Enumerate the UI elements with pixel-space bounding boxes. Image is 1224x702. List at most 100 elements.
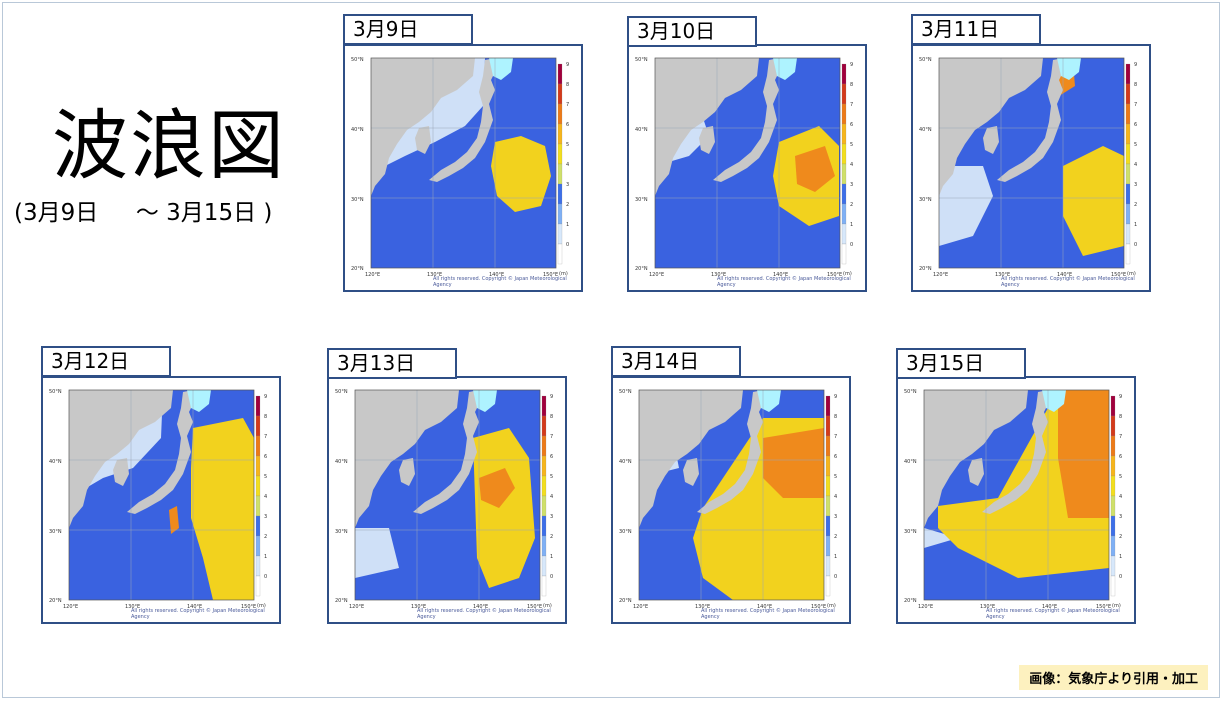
grid-lines	[355, 390, 540, 600]
period-label: (3月9日 ～ 3月15日 )	[14, 200, 273, 226]
scale-label: 6	[566, 122, 569, 128]
scale-label: 5	[834, 474, 837, 480]
high-wave-area	[191, 418, 254, 600]
very-high-wave-area	[795, 146, 835, 192]
wave-map: 50°N 40°N 30°N 20°N 120°E 130°E 140°E 15…	[49, 389, 267, 610]
korea-peninsula	[113, 458, 129, 486]
scale-label: 4	[566, 162, 569, 168]
map-border	[638, 389, 825, 601]
scale-label: 2	[834, 534, 837, 540]
map-credit: All rights reserved. Copyright © Japan M…	[131, 608, 265, 620]
scale-unit: (m)	[543, 603, 552, 609]
high-wave-area	[491, 136, 551, 212]
scale-label: 2	[264, 534, 267, 540]
scale-label: 7	[834, 434, 837, 440]
grid-lines	[655, 58, 840, 268]
lat-label-30: 30°N	[351, 197, 364, 203]
scale-swatch	[825, 415, 831, 437]
scale-swatch	[825, 435, 831, 457]
scale-swatch	[541, 475, 547, 497]
lon-label-140: 140°E	[187, 604, 202, 610]
japan-islands	[413, 390, 481, 514]
scale-swatch	[1110, 575, 1116, 597]
wave-map-panel-5: 50°N 40°N 30°N 20°N 120°E 130°E 140°E 15…	[327, 376, 567, 624]
continent-land	[655, 58, 759, 196]
lon-label-150: 150°E	[241, 604, 256, 610]
scale-unit: (m)	[843, 271, 852, 277]
scale-label: 1	[264, 554, 267, 560]
map-border	[354, 389, 541, 601]
lat-label-20: 20°N	[49, 598, 62, 604]
scale-unit: (m)	[1112, 603, 1121, 609]
scale-swatch	[1110, 495, 1116, 517]
scale-label: 7	[566, 102, 569, 108]
scale-unit: (m)	[559, 271, 568, 277]
map-border	[68, 389, 255, 601]
scale-swatch	[255, 435, 261, 457]
scale-label: 0	[264, 574, 267, 580]
scale-swatch	[255, 575, 261, 597]
scale-swatch	[825, 575, 831, 597]
scale-label: 4	[850, 162, 853, 168]
scale-swatch	[255, 455, 261, 477]
date-label: 3月13日	[327, 348, 457, 379]
lon-label-140: 140°E	[1057, 272, 1072, 278]
scale-swatch	[255, 535, 261, 557]
lon-label-120: 120°E	[633, 604, 648, 610]
scale-swatch	[1125, 63, 1131, 85]
scale-swatch	[825, 455, 831, 477]
lat-label-40: 40°N	[619, 459, 632, 465]
scale-swatch	[541, 575, 547, 597]
scale-swatch	[541, 435, 547, 457]
scale-label: 2	[1134, 202, 1137, 208]
calm-sea-area	[924, 528, 958, 548]
scale-label: 4	[264, 494, 267, 500]
korea-peninsula	[968, 458, 984, 486]
scale-label: 9	[1134, 62, 1137, 68]
scale-label: 6	[1134, 122, 1137, 128]
lat-label-50: 50°N	[919, 57, 932, 63]
wave-map-panel-7: 50°N 40°N 30°N 20°N 120°E 130°E 140°E 15…	[896, 376, 1136, 624]
lon-label-130: 130°E	[411, 604, 426, 610]
map-credit: All rights reserved. Copyright © Japan M…	[701, 608, 835, 620]
scale-label: 1	[1134, 222, 1137, 228]
scale-label: 0	[550, 574, 553, 580]
map-border	[938, 57, 1125, 269]
scale-label: 6	[264, 454, 267, 460]
map-credit: All rights reserved. Copyright © Japan M…	[717, 276, 851, 288]
scale-swatch	[1125, 203, 1131, 225]
lon-label-150: 150°E	[827, 272, 842, 278]
scale-swatch	[1125, 123, 1131, 145]
wave-map: 50°N 40°N 30°N 20°N 120°E 130°E 140°E 15…	[351, 57, 569, 278]
scale-swatch	[825, 475, 831, 497]
scale-label: 1	[834, 554, 837, 560]
scale-swatch	[1110, 395, 1116, 417]
scale-swatch	[541, 535, 547, 557]
scale-label: 8	[1134, 82, 1137, 88]
continent-land	[371, 58, 475, 196]
grid-lines	[924, 390, 1109, 600]
lat-label-20: 20°N	[619, 598, 632, 604]
scale-label: 3	[850, 182, 853, 188]
continent-land	[639, 390, 743, 528]
scale-swatch	[1110, 415, 1116, 437]
scale-label: 1	[850, 222, 853, 228]
scale-label: 4	[1134, 162, 1137, 168]
scale-swatch	[255, 475, 261, 497]
scale-swatch	[541, 395, 547, 417]
lon-label-140: 140°E	[757, 604, 772, 610]
continent-land	[69, 390, 173, 528]
scale-label: 3	[1134, 182, 1137, 188]
map-credit: All rights reserved. Copyright © Japan M…	[417, 608, 551, 620]
scale-label: 9	[264, 394, 267, 400]
lat-label-40: 40°N	[919, 127, 932, 133]
date-label: 3月10日	[627, 16, 757, 47]
scale-label: 0	[1119, 574, 1122, 580]
grid-lines	[69, 390, 254, 600]
lon-label-150: 150°E	[543, 272, 558, 278]
scale-label: 9	[566, 62, 569, 68]
scale-label: 5	[550, 474, 553, 480]
scale-label: 9	[1119, 394, 1122, 400]
lon-label-140: 140°E	[473, 604, 488, 610]
